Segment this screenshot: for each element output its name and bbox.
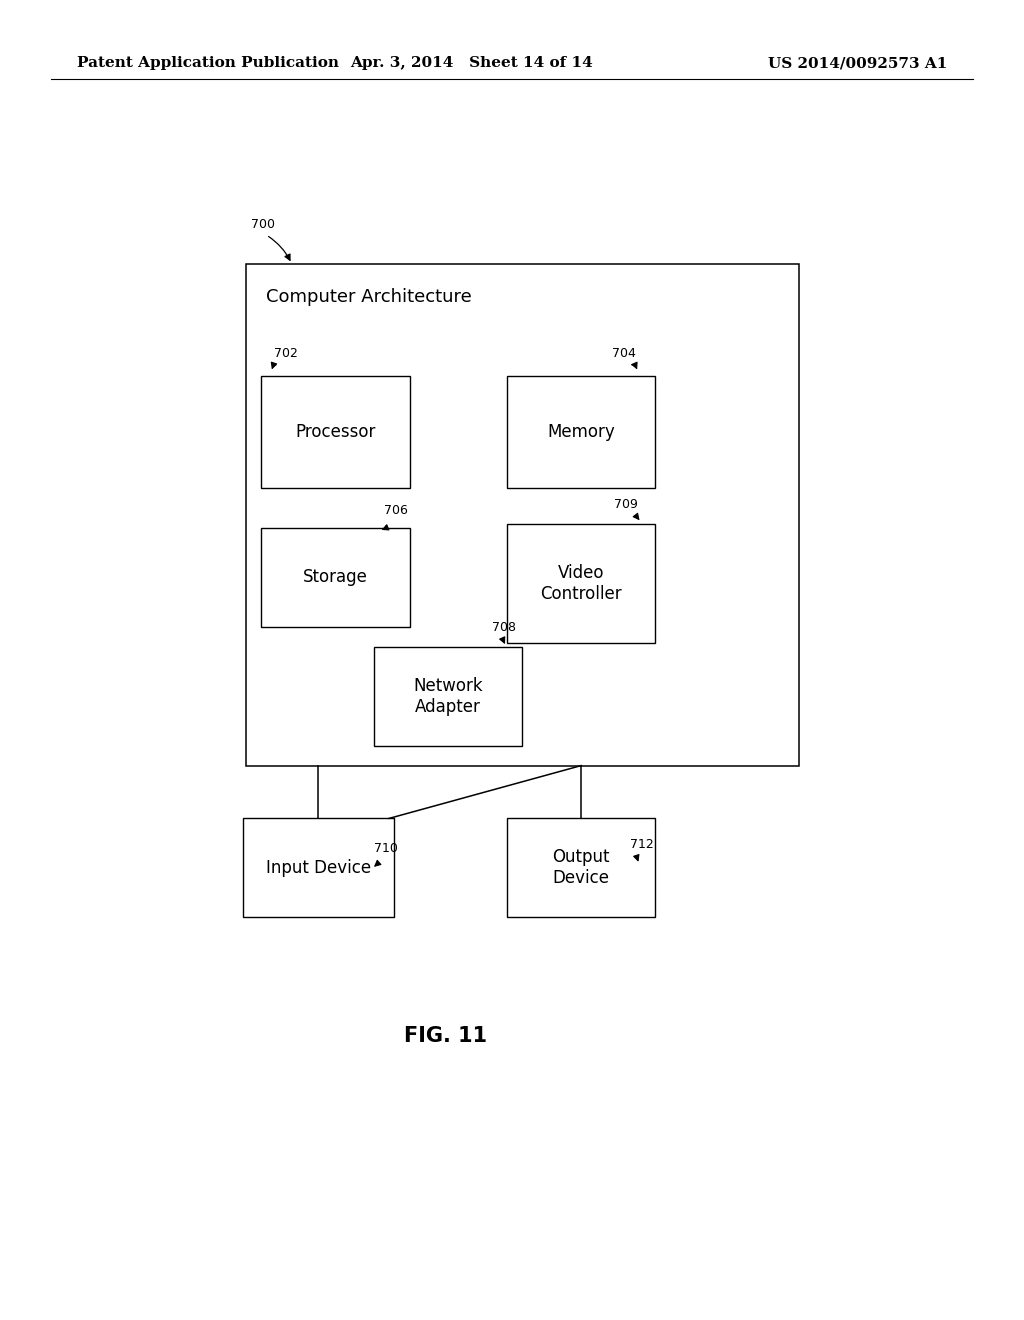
Text: 700: 700 (251, 218, 274, 231)
Bar (261, 528, 410, 627)
Text: 710: 710 (374, 842, 397, 855)
Text: Computer Architecture: Computer Architecture (266, 288, 472, 306)
Text: FIG. 11: FIG. 11 (403, 1026, 487, 1047)
Text: 702: 702 (274, 347, 298, 360)
Bar (243, 818, 394, 917)
Text: Apr. 3, 2014   Sheet 14 of 14: Apr. 3, 2014 Sheet 14 of 14 (349, 57, 593, 70)
Text: Patent Application Publication: Patent Application Publication (77, 57, 339, 70)
Text: Output
Device: Output Device (552, 849, 610, 887)
Bar (507, 818, 655, 917)
Text: Input Device: Input Device (266, 859, 371, 876)
Text: 708: 708 (492, 620, 515, 634)
Text: Network
Adapter: Network Adapter (414, 677, 482, 715)
Text: Memory: Memory (547, 424, 615, 441)
Text: US 2014/0092573 A1: US 2014/0092573 A1 (768, 57, 947, 70)
Text: 706: 706 (384, 504, 408, 517)
Bar (374, 647, 522, 746)
Bar (246, 264, 799, 766)
Text: Video
Controller: Video Controller (541, 564, 622, 603)
Text: 712: 712 (630, 838, 653, 851)
Text: 704: 704 (612, 347, 636, 360)
Text: Storage: Storage (303, 569, 368, 586)
Text: 709: 709 (614, 498, 638, 511)
Bar (507, 376, 655, 488)
Text: Processor: Processor (295, 424, 376, 441)
Bar (507, 524, 655, 643)
Bar (261, 376, 410, 488)
